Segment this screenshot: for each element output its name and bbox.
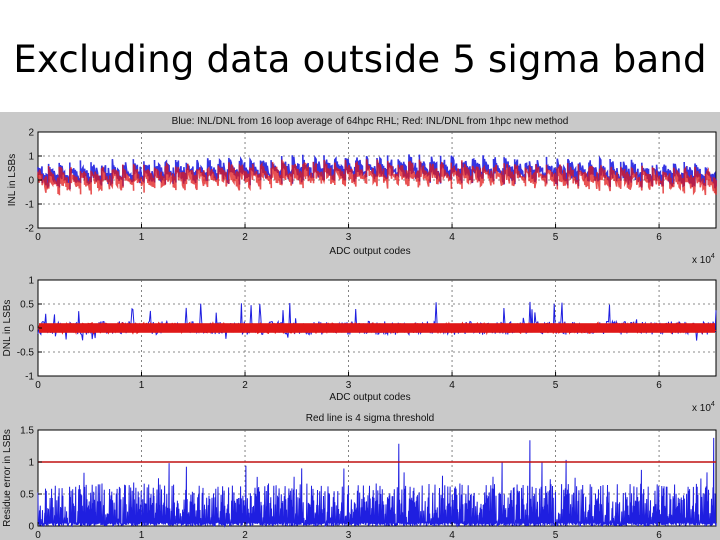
- inl-y-axis-label: INL in LSBs: [7, 154, 18, 206]
- dnl-ytick-label-3: 0.5: [20, 300, 34, 311]
- dnl-xtick-label-6: 6: [656, 380, 662, 391]
- dnl-xtick-label-1: 1: [139, 380, 145, 391]
- dnl-x-multiplier-text: x 10: [692, 403, 711, 414]
- residue-xtick-label-5: 5: [553, 530, 559, 540]
- dnl-ytick-label-1: -0.5: [17, 348, 35, 359]
- residue-xtick-label-4: 4: [449, 530, 455, 540]
- dnl-xtick-label-5: 5: [553, 380, 559, 391]
- inl-ytick-label-2: 0: [28, 176, 34, 187]
- inl-xtick-label-6: 6: [656, 232, 662, 243]
- dnl-ytick-label-4: 1: [28, 276, 34, 287]
- residue-panel-title: Red line is 4 sigma threshold: [306, 413, 434, 424]
- inl-series: [37, 154, 717, 196]
- dnl-xtick-label-2: 2: [242, 380, 248, 391]
- dnl-xtick-label-4: 4: [449, 380, 455, 391]
- residue-ytick-label-3: 1.5: [20, 426, 34, 437]
- dnl-panel: 0 1 2 3 4 5 6 -1 -0.5 0 0.5 1 ADC output codes x 10…: [2, 276, 717, 414]
- inl-panel: Blue: INL/DNL from 16 loop average of 64…: [7, 116, 717, 266]
- inl-ytick-label-4: 2: [28, 128, 34, 139]
- inl-ytick-label-1: -1: [25, 200, 34, 211]
- inl-x-axis-label: ADC output codes: [329, 246, 410, 257]
- inl-xtick-label-1: 1: [139, 232, 145, 243]
- dnl-y-axis-label: DNL in LSBs: [2, 300, 13, 357]
- residue-ytick-label-1: 0.5: [20, 490, 34, 501]
- residue-xtick-label-0: 0: [35, 530, 41, 540]
- residue-series: [37, 437, 717, 528]
- inl-xtick-label-5: 5: [553, 232, 559, 243]
- inl-ytick-label-3: 1: [28, 152, 34, 163]
- residue-ticks: 0 1 2 3 4 5 6 0 0.5 1 1.5: [20, 426, 662, 540]
- dnl-x-axis-label: ADC output codes: [329, 392, 410, 403]
- slide-title: Excluding data outside 5 sigma band: [13, 38, 707, 81]
- inl-panel-title: Blue: INL/DNL from 16 loop average of 64…: [172, 116, 569, 127]
- dnl-series: [37, 301, 717, 341]
- inl-series-red: [37, 159, 717, 196]
- inl-grid: [38, 132, 716, 228]
- dnl-x-multiplier: x 104: [692, 401, 715, 414]
- dnl-ytick-label-2: 0: [28, 324, 34, 335]
- residue-xtick-label-1: 1: [139, 530, 145, 540]
- inl-ticks: 0 1 2 3 4 5 6 -2 -1 0 1 2: [25, 128, 662, 244]
- residue-panel: Red line is 4 sigma threshold 0 1 2 3 4 5 6 0 0.…: [2, 413, 717, 540]
- inl-xtick-label-3: 3: [346, 232, 352, 243]
- dnl-ticks: 0 1 2 3 4 5 6 -1 -0.5 0 0.5 1: [17, 276, 663, 392]
- residue-ytick-label-2: 1: [28, 458, 34, 469]
- inl-xtick-label-2: 2: [242, 232, 248, 243]
- dnl-xtick-label-0: 0: [35, 380, 41, 391]
- dnl-xtick-label-3: 3: [346, 380, 352, 391]
- inl-x-multiplier-text: x 10: [692, 255, 711, 266]
- inl-ytick-label-0: -2: [25, 224, 34, 235]
- residue-series-blue: [37, 437, 717, 528]
- residue-xtick-label-3: 3: [346, 530, 352, 540]
- matlab-figure: Blue: INL/DNL from 16 loop average of 64…: [0, 112, 720, 540]
- residue-ytick-label-0: 0: [28, 522, 34, 533]
- dnl-series-red-edge: [37, 321, 717, 336]
- dnl-ytick-label-0: -1: [25, 372, 34, 383]
- figure-canvas: Blue: INL/DNL from 16 loop average of 64…: [2, 116, 717, 540]
- dnl-x-multiplier-exp: 4: [711, 401, 715, 408]
- residue-xtick-label-2: 2: [242, 530, 248, 540]
- residue-xtick-label-6: 6: [656, 530, 662, 540]
- inl-xtick-label-4: 4: [449, 232, 455, 243]
- inl-x-multiplier-exp: 4: [711, 253, 715, 260]
- residue-y-axis-label: Residue error in LSBs: [2, 429, 13, 527]
- inl-xtick-label-0: 0: [35, 232, 41, 243]
- inl-x-multiplier: x 104: [692, 253, 715, 266]
